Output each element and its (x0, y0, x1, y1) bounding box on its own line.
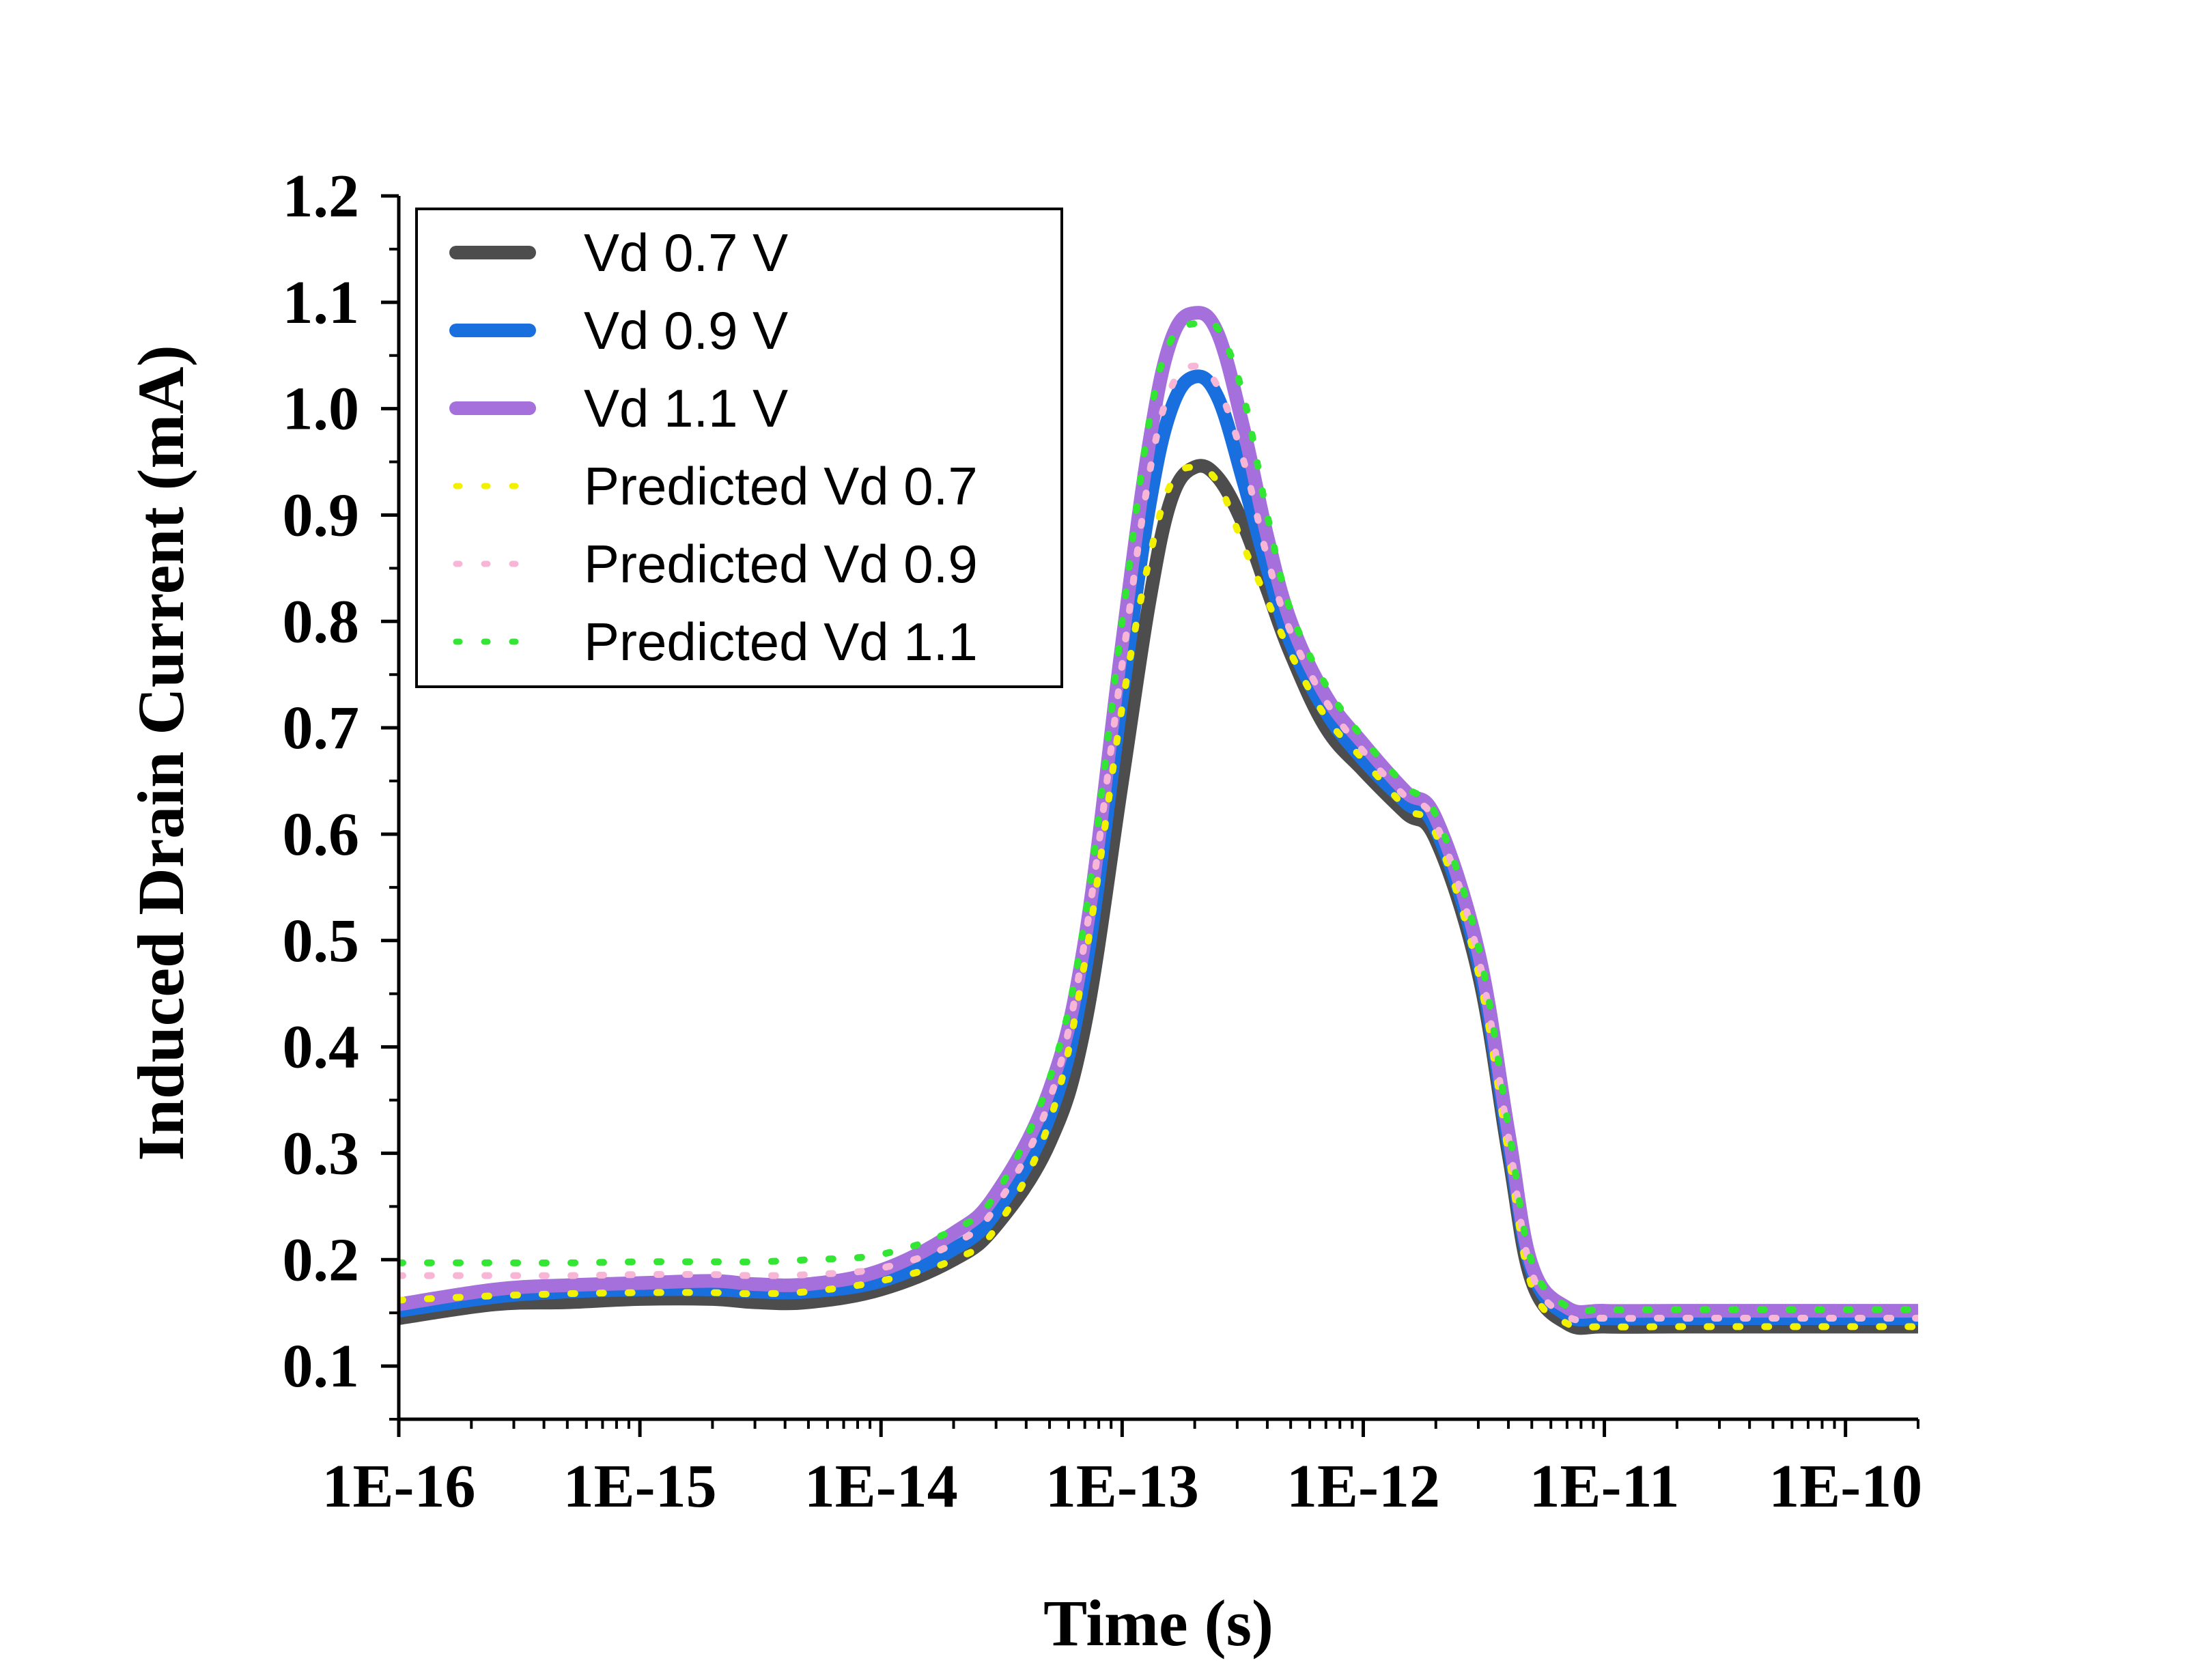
y-tick-label: 0.7 (283, 694, 360, 762)
y-tick-label: 1.2 (283, 162, 360, 230)
x-tick-label: 1E-10 (1769, 1453, 1922, 1520)
x-tick-label: 1E-11 (1530, 1453, 1680, 1520)
legend-box (415, 208, 1063, 688)
legend-label-predicted-vd-0-7: Predicted Vd 0.7 (584, 456, 978, 516)
legend: Vd 0.7 V Vd 0.9 V Vd 1.1 V Predicted Vd 0.7… (415, 208, 1063, 688)
legend-label-vd-1-1-v: Vd 1.1 V (584, 378, 788, 438)
series-line-predicted-vd-0-9 (399, 362, 1918, 1324)
y-tick-label: 0.8 (283, 588, 360, 655)
legend-label-vd-0-9-v: Vd 0.9 V (584, 300, 788, 360)
series-line-predicted-vd-1-1 (399, 317, 1918, 1315)
x-tick-label: 1E-16 (322, 1453, 476, 1520)
legend-label-vd-0-7-v: Vd 0.7 V (584, 223, 788, 283)
legend-label-predicted-vd-0-9: Predicted Vd 0.9 (584, 534, 978, 594)
y-tick-label: 0.3 (283, 1120, 360, 1187)
x-tick-label: 1E-12 (1286, 1453, 1440, 1520)
y-tick-label: 0.6 (283, 801, 360, 868)
y-tick-label: 1.1 (283, 269, 360, 337)
x-tick-label: 1E-13 (1045, 1453, 1199, 1520)
y-tick-label: 0.2 (283, 1226, 360, 1294)
plot-area (399, 306, 1918, 1335)
legend-label-predicted-vd-1-1: Predicted Vd 1.1 (584, 612, 978, 672)
y-tick-label: 0.9 (283, 481, 360, 549)
y-tick-label: 0.1 (283, 1333, 360, 1400)
series-line-predicted-vd-0-7 (399, 464, 1918, 1331)
y-axis-title: Induced Drain Current (mA) (124, 345, 197, 1161)
y-tick-label: 1.0 (283, 375, 360, 443)
x-tick-label: 1E-15 (563, 1453, 717, 1520)
x-tick-label: 1E-14 (804, 1453, 958, 1520)
x-axis-title: Time (s) (1043, 1586, 1273, 1660)
axes: 0.1 0.2 0.3 0.4 0.5 0.6 0.7 0.8 0.9 1.0 1.1 1.2 1E-1… (283, 162, 1923, 1520)
y-tick-label: 0.5 (283, 907, 360, 975)
y-tick-label: 0.4 (283, 1014, 360, 1081)
series-line-vd-1-1-v (399, 306, 1918, 1319)
